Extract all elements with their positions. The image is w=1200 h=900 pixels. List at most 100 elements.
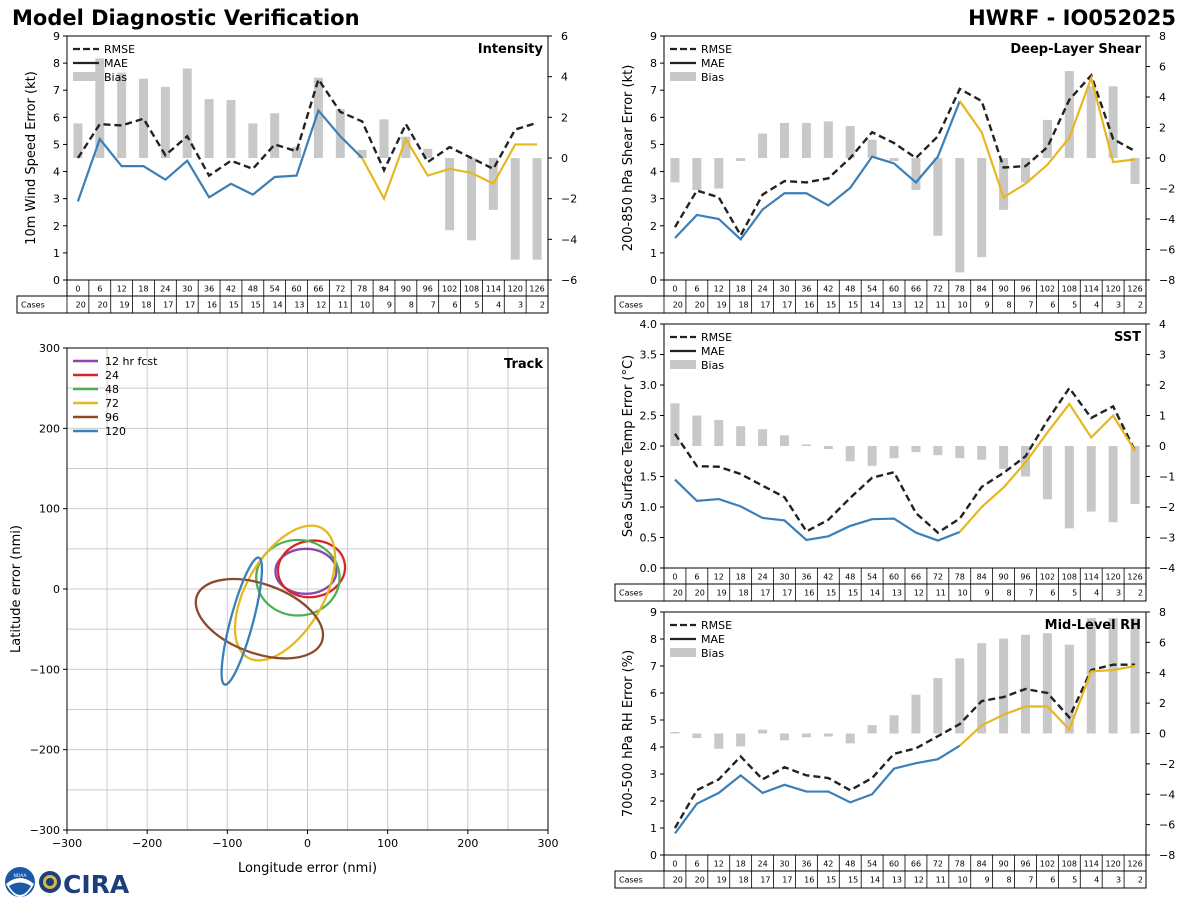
rh-y2tick-label: −4 [1159,788,1175,801]
track-ytick-label: 300 [39,342,60,355]
cases-label: Cases [619,589,643,598]
lead-label: 48 [845,860,855,869]
cases-label: Cases [619,301,643,310]
rh-bias-bar [1108,618,1118,734]
rh-bias-bar [955,658,965,734]
rh-y2tick-label: 0 [1159,728,1166,741]
lead-label: 120 [1105,860,1120,869]
lead-label: 78 [955,285,965,294]
sst-bias-bar [736,426,746,446]
case-count: 15 [848,301,858,310]
shear-ylabel: 200-850 hPa Shear Error (kt) [621,65,636,252]
lead-label: 114 [1084,573,1099,582]
intensity-bias-bar [466,158,476,241]
rh-bias-bar [823,733,833,737]
lead-label: 60 [889,573,899,582]
lead-label: 30 [779,860,789,869]
intensity-ytick-label: 9 [53,30,60,43]
case-count: 20 [76,301,86,310]
intensity-ytick-label: 7 [53,84,60,97]
intensity-title: Intensity [478,42,544,57]
lead-label: 66 [313,285,323,294]
shear-ytick-label: 7 [650,84,657,97]
sst-bias-bar [999,446,1009,469]
case-count: 2 [540,301,545,310]
intensity-rmse-line [76,76,538,178]
intensity-bias-bar [139,78,149,158]
sst-bias-bar [1042,446,1052,500]
lead-label: 12 [714,573,724,582]
lead-label: 30 [779,285,789,294]
lead-label: 42 [823,573,833,582]
case-count: 4 [1094,301,1099,310]
shear-y2tick-label: 4 [1159,91,1166,104]
rh-ytick-label: 8 [650,633,657,646]
intensity-y2tick-label: −2 [561,193,577,206]
shear-ytick-label: 5 [650,138,657,151]
rh-bias-bar [736,733,746,747]
lead-label: 0 [672,860,677,869]
sst-bias-bar [692,415,702,446]
lead-label: 102 [1040,285,1055,294]
track-ytick-label: −100 [30,663,60,676]
case-count: 19 [717,876,727,885]
cases-label: Cases [619,876,643,885]
track-ellipse-96h [194,577,325,660]
case-count: 8 [1006,876,1011,885]
case-count: 19 [717,589,727,598]
lead-label: 108 [1062,860,1077,869]
case-count: 12 [914,589,924,598]
lead-label: 90 [401,285,411,294]
lead-label: 18 [736,860,746,869]
sst-ylabel: Sea Surface Temp Error (°C) [621,355,636,537]
rh-mae-line [674,744,961,835]
legend-bias-label: Bias [701,359,724,372]
rh-bias-bar [1064,644,1074,734]
rh-bias-bar [911,694,921,734]
intensity-bias-bar [117,72,127,158]
lead-label: 54 [867,573,877,582]
track-ellipse-48h [255,538,341,617]
rh-ytick-label: 9 [650,606,657,619]
shear-rmse-line [673,72,1136,238]
intensity-bias-bar [510,158,520,260]
lead-label: 12 [714,860,724,869]
cases-label: Cases [21,301,45,310]
intensity-ytick-label: 0 [53,274,60,287]
intensity-ytick-label: 4 [53,166,60,179]
rh-y2tick-label: −2 [1159,758,1175,771]
legend-rmse-label: RMSE [701,619,732,632]
sst-ytick-label: 3.5 [640,349,658,362]
lead-label: 6 [694,860,699,869]
sst-y2tick-label: 1 [1159,410,1166,423]
case-count: 13 [892,301,902,310]
lead-label: 66 [911,860,921,869]
lead-label: 48 [248,285,258,294]
shear-bias-bar [845,125,855,158]
shear-bias-bar [1086,86,1096,158]
lead-label: 42 [823,860,833,869]
shear-bias-bar [933,158,943,236]
lead-label: 126 [1127,860,1142,869]
case-count: 18 [738,876,748,885]
intensity-ytick-label: 5 [53,138,60,151]
shear-bias-bar [823,121,833,158]
shear-bias-bar [780,122,789,158]
intensity-ytick-label: 8 [53,57,60,70]
intensity-bias-bar [423,148,433,158]
case-count: 18 [738,301,748,310]
intensity-bias-bar [204,99,214,158]
case-count: 3 [1116,589,1121,598]
lead-label: 24 [757,285,767,294]
sst-panel: 0.00.51.01.52.02.53.03.54.0−4−3−2−101234… [614,318,1175,602]
lead-label: 6 [694,573,699,582]
sst-ytick-label: 4.0 [640,318,658,331]
lead-label: 96 [1020,285,1030,294]
case-count: 2 [1138,876,1143,885]
case-count: 20 [673,876,683,885]
rh-y2tick-label: 6 [1159,636,1166,649]
intensity-bias-bar [357,149,367,158]
